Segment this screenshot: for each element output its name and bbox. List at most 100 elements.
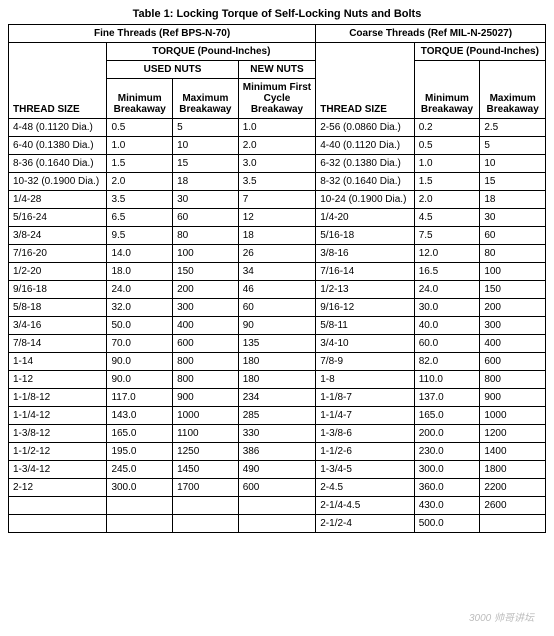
cell-fine-new: 3.5	[238, 173, 316, 191]
cell-fine-min: 90.0	[107, 353, 173, 371]
cell-coarse-size: 8-32 (0.1640 Dia.)	[316, 173, 414, 191]
cell-fine-new: 490	[238, 461, 316, 479]
table-row: 1-3/8-12165.011003301-3/8-6200.01200	[9, 425, 546, 443]
cell-coarse-max: 200	[480, 299, 546, 317]
table-row: 6-40 (0.1380 Dia.)1.0102.04-40 (0.1120 D…	[9, 137, 546, 155]
cell-fine-max: 1450	[173, 461, 239, 479]
cell-coarse-min: 360.0	[414, 479, 480, 497]
cell-fine-max: 18	[173, 173, 239, 191]
cell-fine-min: 14.0	[107, 245, 173, 263]
table-row: 7/16-2014.0100263/8-1612.0 80	[9, 245, 546, 263]
cell-fine-new: 234	[238, 389, 316, 407]
cell-fine-new: 330	[238, 425, 316, 443]
cell-fine-max: 15	[173, 155, 239, 173]
cell-fine-size	[9, 497, 107, 515]
cell-coarse-size: 3/8-16	[316, 245, 414, 263]
cell-fine-min: 0.5	[107, 119, 173, 137]
cell-fine-min: 50.0	[107, 317, 173, 335]
cell-fine-size: 8-36 (0.1640 Dia.)	[9, 155, 107, 173]
table-row: 2-1/4-4.5430.02600	[9, 497, 546, 515]
cell-fine-size: 1-12	[9, 371, 107, 389]
cell-fine-max: 400	[173, 317, 239, 335]
cell-fine-size: 7/8-14	[9, 335, 107, 353]
cell-fine-min: 1.0	[107, 137, 173, 155]
cell-coarse-size: 9/16-12	[316, 299, 414, 317]
cell-coarse-max: 1000	[480, 407, 546, 425]
cell-coarse-max: 18	[480, 191, 546, 209]
cell-fine-size: 2-12	[9, 479, 107, 497]
cell-coarse-size: 2-1/4-4.5	[316, 497, 414, 515]
cell-coarse-size: 2-1/2-4	[316, 515, 414, 533]
used-nuts-header: USED NUTS	[107, 61, 238, 79]
cell-coarse-max: 2200	[480, 479, 546, 497]
cell-fine-min: 195.0	[107, 443, 173, 461]
cell-fine-new: 2.0	[238, 137, 316, 155]
cell-fine-min: 245.0	[107, 461, 173, 479]
cell-fine-max: 900	[173, 389, 239, 407]
cell-coarse-size: 1-1/2-6	[316, 443, 414, 461]
fine-threads-header: Fine Threads (Ref BPS-N-70)	[9, 25, 316, 43]
cell-fine-new: 180	[238, 371, 316, 389]
cell-coarse-size: 5/8-11	[316, 317, 414, 335]
cell-fine-max: 600	[173, 335, 239, 353]
table-row: 1-1290.08001801-8110.0800	[9, 371, 546, 389]
cell-coarse-size: 6-32 (0.1380 Dia.)	[316, 155, 414, 173]
cell-fine-size: 7/16-20	[9, 245, 107, 263]
cell-coarse-size: 1/4-20	[316, 209, 414, 227]
cell-fine-min: 90.0	[107, 371, 173, 389]
col-thread-size-fine: THREAD SIZE	[9, 43, 107, 119]
cell-fine-new: 285	[238, 407, 316, 425]
cell-coarse-size: 1-3/8-6	[316, 425, 414, 443]
cell-coarse-max: 300	[480, 317, 546, 335]
cell-fine-new: 26	[238, 245, 316, 263]
cell-coarse-max: 1400	[480, 443, 546, 461]
cell-fine-max: 800	[173, 353, 239, 371]
cell-fine-new: 34	[238, 263, 316, 281]
cell-fine-max: 1000	[173, 407, 239, 425]
table-row: 1-1/4-12143.010002851-1/4-7165.01000	[9, 407, 546, 425]
cell-coarse-size: 2-4.5	[316, 479, 414, 497]
cell-coarse-size: 10-24 (0.1900 Dia.)	[316, 191, 414, 209]
cell-fine-new	[238, 497, 316, 515]
cell-coarse-max: 150	[480, 281, 546, 299]
cell-coarse-max: 1200	[480, 425, 546, 443]
cell-fine-max: 5	[173, 119, 239, 137]
cell-coarse-max: 1800	[480, 461, 546, 479]
cell-fine-min: 117.0	[107, 389, 173, 407]
cell-fine-max	[173, 515, 239, 533]
cell-fine-max: 60	[173, 209, 239, 227]
cell-fine-min: 1.5	[107, 155, 173, 173]
cell-fine-min	[107, 497, 173, 515]
table-row: 3/4-1650.0400905/8-1140.0300	[9, 317, 546, 335]
cell-coarse-min: 1.0	[414, 155, 480, 173]
cell-coarse-min: 430.0	[414, 497, 480, 515]
cell-fine-size: 5/8-18	[9, 299, 107, 317]
cell-fine-new: 135	[238, 335, 316, 353]
cell-fine-size: 4-48 (0.1120 Dia.)	[9, 119, 107, 137]
cell-coarse-size: 7/8-9	[316, 353, 414, 371]
cell-fine-new: 90	[238, 317, 316, 335]
cell-fine-max: 1100	[173, 425, 239, 443]
cell-fine-min: 70.0	[107, 335, 173, 353]
cell-coarse-min: 12.0	[414, 245, 480, 263]
cell-fine-new: 46	[238, 281, 316, 299]
cell-coarse-min: 0.5	[414, 137, 480, 155]
new-nuts-header: NEW NUTS	[238, 61, 316, 79]
cell-coarse-max	[480, 515, 546, 533]
cell-coarse-min: 230.0	[414, 443, 480, 461]
cell-coarse-min: 40.0	[414, 317, 480, 335]
cell-coarse-max: 10	[480, 155, 546, 173]
cell-fine-size: 1-1/8-12	[9, 389, 107, 407]
cell-coarse-min: 165.0	[414, 407, 480, 425]
cell-fine-min	[107, 515, 173, 533]
cell-fine-size: 1-1/4-12	[9, 407, 107, 425]
cell-fine-min: 32.0	[107, 299, 173, 317]
col-max-breakaway-fine: Maximum Breakaway	[173, 79, 239, 119]
cell-fine-min: 3.5	[107, 191, 173, 209]
table-title: Table 1: Locking Torque of Self-Locking …	[8, 8, 546, 20]
table-row: 5/8-1832.0300609/16-1230.0200	[9, 299, 546, 317]
cell-coarse-size: 7/16-14	[316, 263, 414, 281]
cell-fine-size: 1-14	[9, 353, 107, 371]
cell-fine-new: 7	[238, 191, 316, 209]
cell-fine-max: 300	[173, 299, 239, 317]
